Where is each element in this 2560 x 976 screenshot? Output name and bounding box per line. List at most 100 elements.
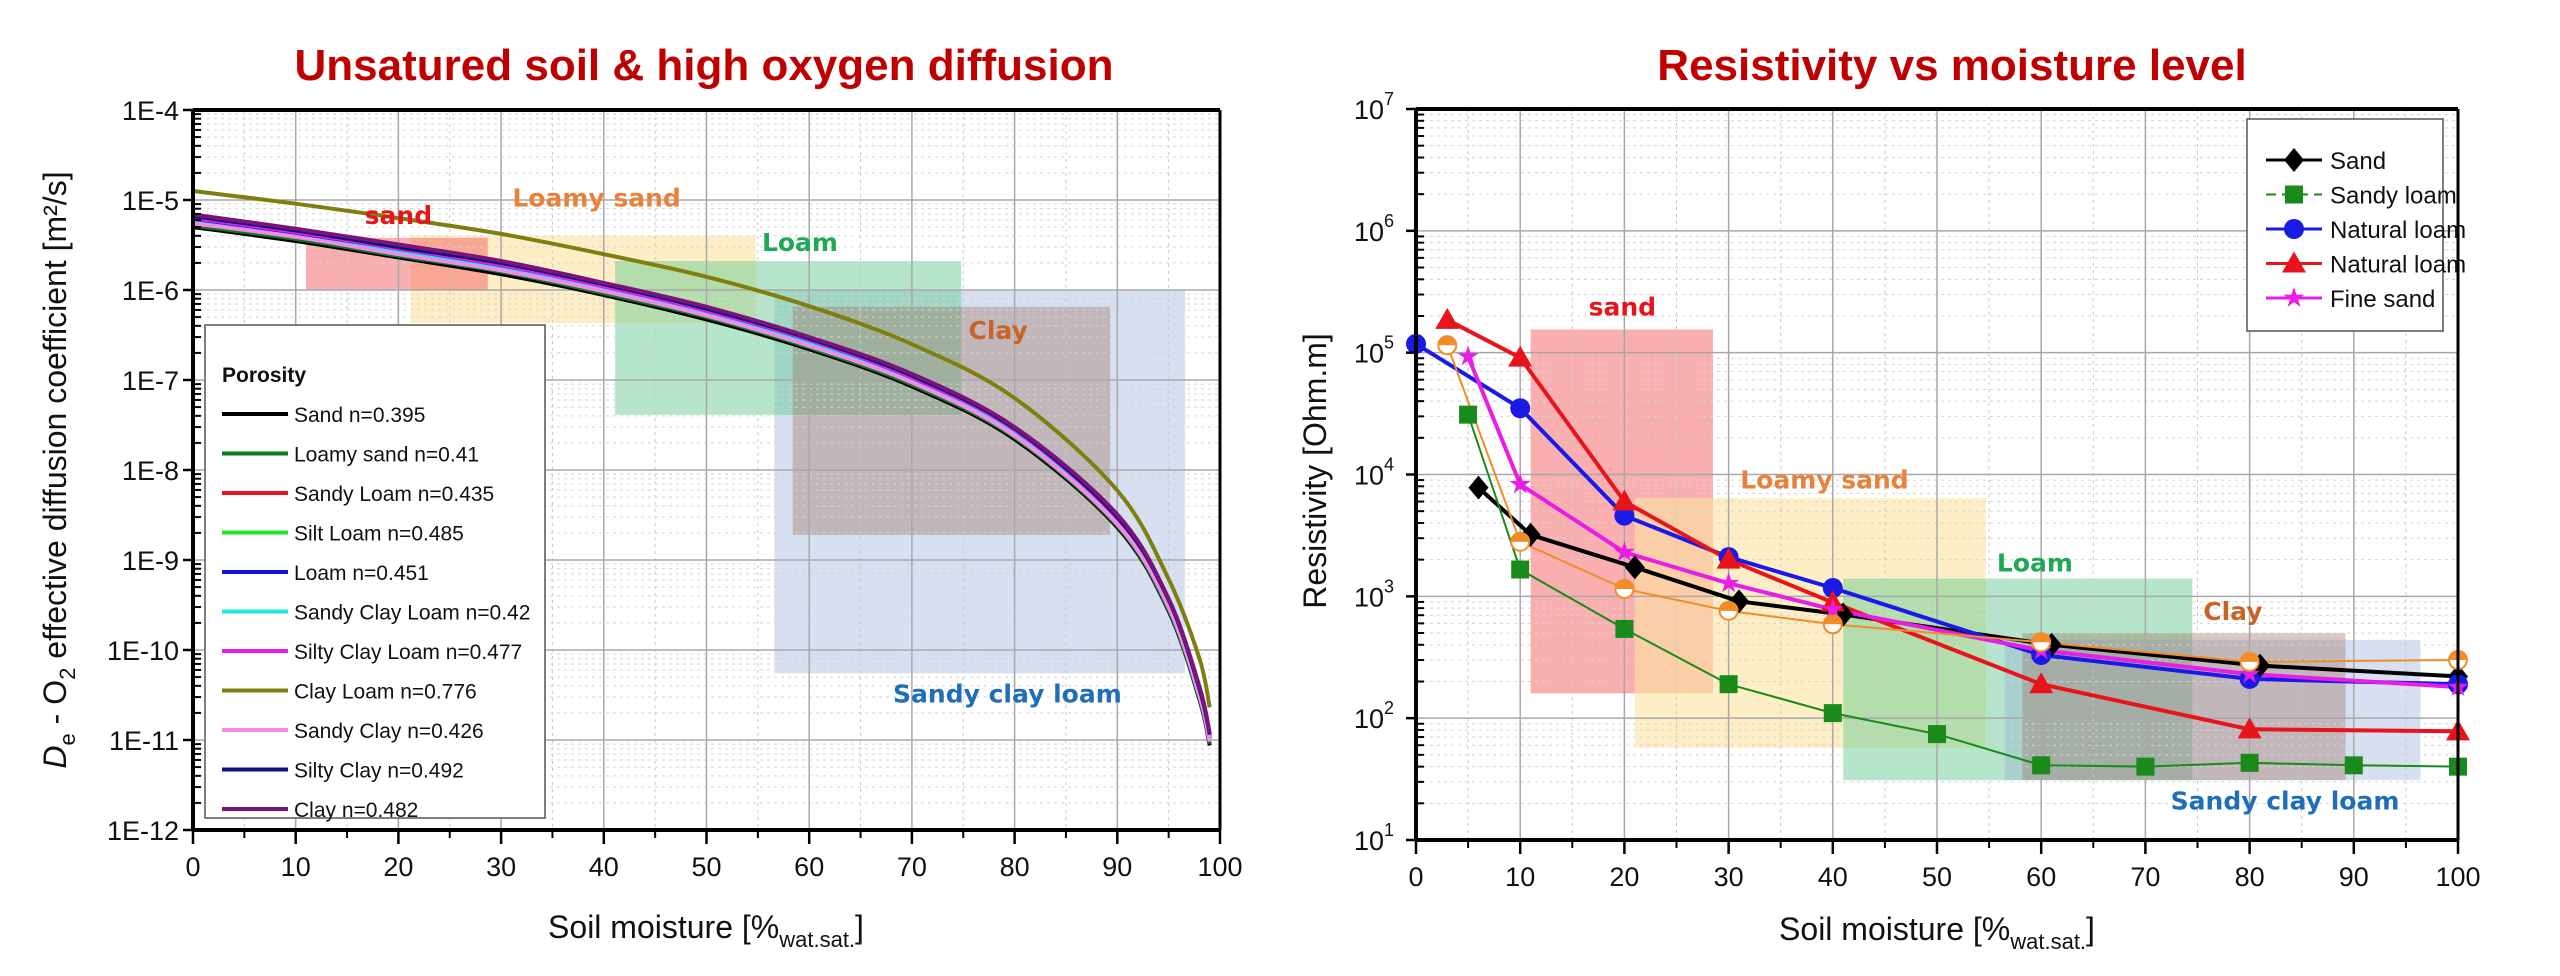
legend-title: Porosity (222, 364, 306, 387)
right-point-half-circle-fill (2240, 652, 2259, 662)
left-legend-item: Clay n=0.482 (222, 799, 418, 822)
right-y-tick-base: 10 (1354, 95, 1384, 125)
y-label-d: D (37, 745, 73, 768)
right-axes: 0 10 20 30 40 50 60 70 80 90 100107106105104103102… (1354, 89, 2481, 892)
right-point-square (1511, 560, 1530, 579)
left-legend-items: Sand n=0.395 Loamy sand n=0.41 Sandy Loam … (222, 404, 530, 822)
left-y-tick-label: 1E-8 (122, 456, 179, 486)
left-series-line-sandy-clay-n-0-426 (192, 221, 1212, 743)
left-legend-label: Silty Clay n=0.492 (294, 760, 464, 783)
left-y-tick-label: 1E-6 (122, 276, 179, 306)
right-point-triangle (2029, 672, 2054, 694)
right-point-star (1457, 345, 1479, 366)
left-y-tick-label: 1E-12 (107, 816, 179, 846)
right-legend-marker-circle (2284, 219, 2304, 239)
left-legend-label: Clay n=0.482 (294, 799, 418, 822)
right-point-half-circle (2031, 632, 2052, 653)
left-legend-label: Loam n=0.451 (294, 562, 429, 585)
right-point-half-circle-fill (1823, 615, 1842, 625)
right-point-square (2136, 757, 2155, 776)
left-legend-label: Clay Loam n=0.776 (294, 681, 477, 704)
right-point-square (1823, 704, 1842, 723)
right-legend-items: Sand Sandy loam Natural loam Natural loam Fi… (2266, 148, 2466, 313)
right-y-tick-exponent: 2 (1384, 698, 1394, 718)
right-region-layer (1530, 329, 2421, 781)
right-x-tick-label: 60 (2026, 862, 2056, 892)
y-label-rest: effective diffusion coefficient [m²/s] (37, 171, 73, 667)
left-series-line-clay-n-0-482 (192, 212, 1212, 734)
right-point-circle (1614, 505, 1635, 526)
left-region-label-sand: sand (365, 201, 432, 230)
right-region-labels: sand Loamy sand Loam Sandy clay loam Clay (1589, 292, 2400, 815)
x-label-end: ] (855, 909, 864, 945)
right-series-line-unlabeled-half-circle (1446, 344, 2459, 663)
right-x-tick-label: 50 (1922, 862, 1952, 892)
x-label-subscript: wat.sat. (778, 927, 855, 952)
y-label-o: - O (37, 680, 73, 733)
right-point-square (1928, 725, 1946, 744)
right-y-tick-exponent: 5 (1384, 333, 1394, 353)
right-point-half-circle (2239, 651, 2260, 672)
y-label-sub-2: 2 (55, 668, 80, 680)
right-point-triangle (1716, 547, 1741, 569)
right-y-tick-base: 10 (1354, 217, 1384, 247)
right-y-tick-exponent: 7 (1384, 89, 1394, 109)
right-legend-marker-star (2283, 287, 2305, 307)
left-legend-label: Sandy Clay Loam n=0.42 (294, 602, 530, 625)
left-legend-item: Clay Loam n=0.776 (222, 681, 477, 704)
right-x-axis-label: Soil moisture [%wat.sat.] (1779, 911, 2095, 954)
diffusion-chart: Unsatured soil & high oxygen diffusion 0… (37, 41, 1243, 952)
right-legend-item: Natural loam (2266, 217, 2466, 244)
x-label-text: Soil moisture [% (1779, 911, 2010, 947)
right-point-triangle (1612, 489, 1637, 511)
right-y-tick-label: 106 (1354, 211, 1394, 247)
right-y-tick-base: 10 (1354, 826, 1384, 856)
right-legend-marker-diamond (2284, 148, 2304, 172)
right-point-half-circle (1718, 600, 1739, 621)
right-point-star (1509, 473, 1531, 494)
right-x-tick-label: 70 (2130, 862, 2160, 892)
left-x-tick-label: 10 (281, 852, 311, 882)
left-region-label-sandy-clay-loam: Sandy clay loam (893, 679, 1122, 708)
left-legend-item: Loam n=0.451 (222, 562, 429, 585)
left-y-tick-label: 1E-10 (107, 636, 179, 666)
right-region-label-loam: Loam (1997, 548, 2073, 577)
right-point-half-circle-fill (1719, 601, 1738, 611)
right-point-half-circle-fill (1615, 579, 1634, 589)
left-legend-label: Sand n=0.395 (294, 404, 425, 427)
right-point-diamond (1624, 555, 1645, 580)
right-legend-item: Sandy loam (2266, 183, 2457, 210)
left-x-tick-label: 70 (897, 852, 927, 882)
left-x-tick-label: 80 (1000, 852, 1030, 882)
right-y-tick-label: 107 (1354, 89, 1394, 125)
left-x-tick-label: 20 (383, 852, 413, 882)
left-legend-item: Sandy Loam n=0.435 (222, 483, 494, 506)
right-point-square (1459, 405, 1478, 424)
right-region-label-sandy-clay-loam: Sandy clay loam (2171, 787, 2400, 816)
left-x-tick-label: 0 (185, 852, 200, 882)
left-region-label-loam: Loam (762, 228, 838, 257)
right-series-line-natural-loam-triangle (1446, 318, 2459, 734)
right-x-tick-label: 90 (2339, 862, 2369, 892)
right-y-tick-base: 10 (1354, 339, 1384, 369)
left-legend-item: Silt Loam n=0.485 (222, 523, 464, 546)
right-series-layer (1406, 307, 2470, 776)
x-label-end: ] (2086, 911, 2095, 947)
left-x-axis-label: Soil moisture [%wat.sat.] (548, 909, 864, 952)
left-legend-item: Loamy sand n=0.41 (222, 444, 479, 467)
right-point-star (1822, 598, 1844, 619)
left-series-line-clay-loam-n-0-776 (192, 189, 1212, 708)
right-point-half-circle-fill (2032, 633, 2051, 643)
right-point-star (1718, 572, 1740, 593)
right-y-tick-exponent: 6 (1384, 211, 1394, 231)
left-region-label-clay: Clay (969, 316, 1028, 345)
y-label-sub-e: e (55, 733, 80, 745)
right-series-line-fine-sand-star (1466, 355, 2459, 690)
right-y-tick-base: 10 (1354, 704, 1384, 734)
right-x-tick-label: 30 (1714, 862, 1744, 892)
right-y-tick-exponent: 3 (1384, 576, 1394, 596)
right-point-square (2032, 756, 2051, 775)
left-x-tick-label: 100 (1197, 852, 1242, 882)
right-x-tick-label: 40 (1818, 862, 1848, 892)
left-region-labels: Sandy clay loam Loamy sand Loam Clay sand (365, 183, 1122, 708)
